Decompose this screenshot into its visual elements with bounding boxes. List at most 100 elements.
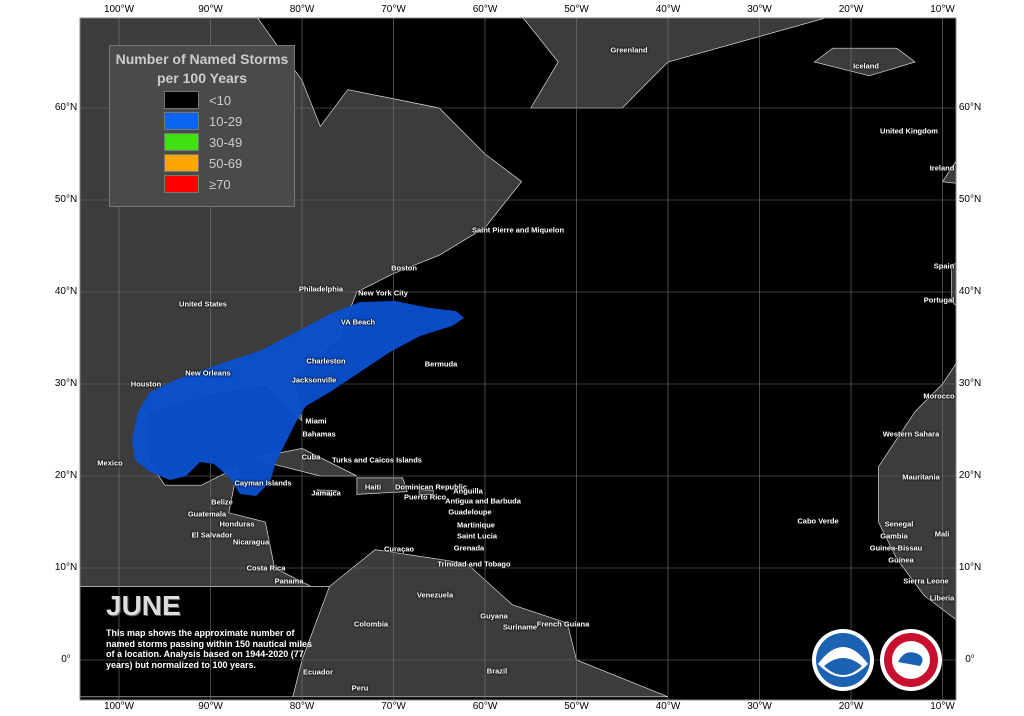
landmass: [418, 489, 435, 495]
axis-tick-label: 10°N: [54, 562, 78, 573]
legend-title-line2: per 100 Years: [156, 70, 248, 86]
place-label: Belize: [211, 497, 233, 507]
map-description: This map shows the approximate number of…: [106, 628, 313, 670]
legend-swatch: [164, 133, 199, 151]
axis-tick-label: 50°W: [564, 4, 589, 15]
place-label: Guatemala: [187, 509, 227, 519]
place-label: Cuba: [301, 452, 321, 462]
place-label: Sierra Leone: [903, 576, 949, 586]
axis-tick-label: 40°W: [655, 4, 681, 15]
landmass: [522, 18, 827, 109]
landmass: [941, 160, 956, 184]
legend-label: 10-29: [209, 113, 243, 129]
place-label: Guinea: [888, 555, 914, 565]
axis-tick-label: 50°N: [958, 194, 982, 205]
axis-tick-label: 100°W: [103, 4, 135, 15]
place-label: Martinique: [457, 520, 495, 530]
legend-title: Number of Named Storms per 100 Years: [110, 50, 294, 88]
axis-tick-label: 60°N: [958, 102, 982, 113]
place-label: Jacksonville: [291, 375, 337, 385]
place-label: French Guiana: [536, 619, 590, 629]
axis-tick-label: 20°N: [958, 470, 982, 481]
place-label: Puerto Rico: [403, 492, 447, 502]
axis-tick-label: 30°N: [54, 378, 78, 389]
axis-tick-label: 20°W: [838, 701, 864, 712]
legend-label: ≥70: [209, 176, 231, 192]
place-label: Guadeloupe: [448, 507, 492, 517]
place-label: Liberia: [929, 593, 955, 603]
axis-tick-label: 40°N: [54, 286, 78, 297]
place-label: Cayman Islands: [234, 478, 292, 488]
landmass: [878, 363, 956, 621]
place-label: Western Sahara: [882, 429, 940, 439]
axis-tick-label: 30°W: [747, 4, 772, 15]
place-label: Dominican Republic: [394, 482, 468, 492]
place-label: Trinidad and Tobago: [437, 559, 511, 569]
legend-label: <10: [209, 92, 232, 108]
place-label: Guyana: [480, 611, 508, 621]
legend-item: 30-49: [164, 133, 294, 151]
place-label: Greenland: [610, 45, 648, 55]
axis-tick-label: 80°W: [289, 701, 315, 712]
place-label: Boston: [391, 263, 417, 273]
place-label: Mexico: [97, 458, 123, 468]
month-title: JUNE: [106, 590, 181, 621]
noaa-logo: [812, 629, 874, 691]
place-label: Bermuda: [424, 359, 458, 369]
place-label: Anguilla: [453, 486, 483, 496]
place-label: Guinea-Bissau: [869, 543, 923, 553]
place-label: Cabo Verde: [797, 516, 839, 526]
place-label: Antigua and Barbuda: [445, 496, 521, 506]
place-label: Miami: [305, 416, 327, 426]
place-label: Panama: [274, 576, 304, 586]
axis-tick-label: 20°W: [838, 4, 864, 15]
axis-tick-label: 30°N: [958, 378, 982, 389]
place-label: El Salvador: [191, 530, 233, 540]
place-label: Ireland: [929, 163, 955, 173]
legend-swatch: [164, 112, 199, 130]
place-label: Portugal: [923, 295, 955, 305]
axis-tick-label: 40°W: [655, 701, 681, 712]
legend-item: ≥70: [164, 175, 294, 193]
place-label: Charleston: [306, 356, 346, 366]
axis-tick-label: 60°W: [472, 4, 498, 15]
place-label: Peru: [351, 683, 369, 693]
landmass: [316, 489, 338, 497]
legend-label: 30-49: [209, 134, 243, 150]
axis-tick-label: 100°W: [103, 701, 135, 712]
place-label: Saint Lucia: [456, 531, 498, 541]
axis-tick-label: 40°N: [958, 286, 982, 297]
place-label: New Orleans: [185, 368, 231, 378]
place-label: Jamaica: [311, 488, 341, 498]
nws-logo: [880, 629, 942, 691]
place-label: Haiti: [364, 482, 382, 492]
place-label: Iceland: [853, 61, 879, 71]
landmass: [813, 47, 916, 77]
axis-tick-label: 70°W: [381, 701, 406, 712]
landmass: [356, 477, 408, 495]
place-label: Turks and Caicos Islands: [332, 455, 422, 465]
place-label: Curaçao: [383, 544, 415, 554]
place-label: Morocco: [923, 391, 955, 401]
axis-tick-label: 50°W: [564, 701, 589, 712]
map-frame: [79, 17, 957, 701]
place-label: Ecuador: [302, 667, 334, 677]
place-label: Spain: [933, 261, 955, 271]
axis-tick-label: 10°W: [930, 701, 955, 712]
axis-tick-label: 70°W: [381, 4, 406, 15]
place-label: New York City: [358, 288, 408, 298]
place-label: Mali: [934, 529, 950, 539]
axis-tick-label: 80°W: [289, 4, 315, 15]
place-label: Costa Rica: [246, 563, 286, 573]
place-label: Grenada: [453, 543, 485, 553]
legend-item: 50-69: [164, 154, 294, 172]
place-label: Suriname: [502, 622, 538, 632]
place-label: United States: [179, 299, 227, 309]
axis-tick-label: 0°: [965, 654, 975, 665]
axis-tick-label: 20°N: [54, 470, 78, 481]
place-label: Colombia: [353, 619, 389, 629]
axis-tick-label: 30°W: [747, 701, 772, 712]
place-label: Gambia: [880, 531, 908, 541]
place-label: Bahamas: [302, 429, 336, 439]
